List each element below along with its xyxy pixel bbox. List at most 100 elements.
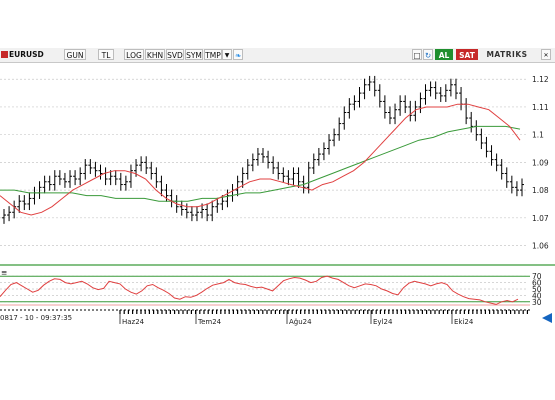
price-bar <box>514 181 519 197</box>
lock-icon[interactable]: □ <box>412 49 422 60</box>
price-bar <box>108 170 113 186</box>
price-bar <box>78 167 83 186</box>
log-button[interactable]: LOG <box>124 49 144 60</box>
currency-button[interactable]: TL <box>98 49 114 60</box>
price-bar <box>418 92 423 114</box>
price-bar <box>52 170 57 191</box>
price-bar <box>7 206 12 222</box>
date-tick-label: Eki24 <box>454 318 474 326</box>
price-bar <box>2 208 6 224</box>
price-bar <box>479 128 484 150</box>
price-bar <box>250 153 255 172</box>
date-tick-label: Eyl24 <box>373 318 393 326</box>
price-bar <box>88 159 93 175</box>
rsi-levels <box>0 275 530 303</box>
price-bar <box>499 159 504 180</box>
status-timestamp: 0817 - 10 - 09:37:35 <box>0 314 72 322</box>
price-bar <box>139 156 144 172</box>
toolbar-close-icon[interactable]: ✕ <box>541 49 551 60</box>
buy-button[interactable]: AL <box>435 49 453 60</box>
price-bar <box>311 153 316 175</box>
price-bar <box>32 186 37 205</box>
price-bar <box>22 195 27 211</box>
date-tick-label: Tem24 <box>197 318 222 326</box>
price-bar <box>387 106 392 125</box>
price-bar <box>103 167 108 186</box>
price-bar <box>154 167 159 188</box>
chart-toolbar: EURUSD GUN TL LOG KHN SVD SYM TMP ▼ ❧ □ … <box>0 48 555 63</box>
price-bar <box>352 95 357 111</box>
price-bar <box>83 159 88 180</box>
refresh-icon[interactable]: ↻ <box>423 49 433 60</box>
price-bar <box>149 161 154 180</box>
price-bar <box>184 203 189 219</box>
price-bar <box>47 175 52 191</box>
price-bar <box>240 167 245 188</box>
price-bar <box>433 81 438 100</box>
date-axis: 0817 - 10 - 09:37:35 Haz24 Tem24 Ağu24 Eyl2… <box>0 309 530 326</box>
sym-button[interactable]: SYM <box>185 49 203 60</box>
date-tick-label: Haz24 <box>122 318 145 326</box>
price-bar <box>306 161 311 194</box>
price-bar <box>408 100 413 122</box>
price-bar <box>144 156 149 175</box>
rsi-panel-label: ≡ <box>1 268 7 277</box>
price-bar <box>484 136 489 158</box>
price-bar <box>393 103 398 125</box>
fast-moving-average-line <box>0 103 521 216</box>
symbol-label[interactable]: EURUSD <box>0 49 62 60</box>
price-bar <box>159 175 164 197</box>
price-bar <box>194 206 199 222</box>
price-bar <box>357 87 362 108</box>
chart-area: 1.12 1.11 1.1 1.09 1.08 1.07 1.06 ≡ 7060504030… <box>0 75 555 326</box>
rsi-tick-label: 70 <box>532 272 542 281</box>
dropdown-icon[interactable]: ▼ <box>222 49 232 60</box>
price-tick-label: 1.11 <box>532 103 549 112</box>
rsi-gridlines <box>0 275 528 303</box>
price-tick-label: 1.08 <box>532 186 549 195</box>
price-bar <box>255 147 260 166</box>
price-bar <box>327 134 332 155</box>
svd-button[interactable]: SVD <box>166 49 184 60</box>
rsi-line <box>0 275 519 305</box>
price-bar <box>113 170 118 186</box>
price-bar <box>469 111 474 133</box>
price-bar <box>128 164 133 188</box>
price-gridlines <box>0 78 528 246</box>
rsi-tick-label: 30 <box>532 298 542 307</box>
tmp-button[interactable]: TMP <box>204 49 222 60</box>
price-bar <box>235 175 240 197</box>
scroll-right-icon[interactable] <box>542 313 552 323</box>
price-bar <box>261 147 265 163</box>
price-bar <box>271 156 276 175</box>
bird-icon[interactable]: ❧ <box>233 49 243 60</box>
price-bar <box>372 75 377 97</box>
sell-button[interactable]: SAT <box>456 49 478 60</box>
price-bar <box>62 172 67 188</box>
price-bar <box>423 84 428 105</box>
price-bar <box>474 120 479 141</box>
price-bar <box>347 98 352 119</box>
price-bar <box>377 84 382 108</box>
price-bar <box>398 95 403 116</box>
rsi-tick-label: 60 <box>532 279 542 288</box>
slow-moving-average-line <box>0 125 521 202</box>
price-bar <box>189 206 194 222</box>
price-axis: 1.12 1.11 1.1 1.09 1.08 1.07 1.06 <box>532 75 549 250</box>
price-bar <box>321 142 326 161</box>
price-bar <box>520 178 524 197</box>
price-bar <box>382 95 387 119</box>
price-bar <box>210 200 215 222</box>
price-bar <box>230 184 235 202</box>
brand-logo: MATRIKS <box>486 50 528 59</box>
symbol-text: EURUSD <box>9 50 44 59</box>
rsi-tick-label: 40 <box>532 291 542 300</box>
khn-button[interactable]: KHN <box>145 49 165 60</box>
price-bar <box>332 128 337 147</box>
price-tick-label: 1.09 <box>532 158 549 167</box>
price-bar <box>342 106 347 130</box>
price-bar <box>276 161 281 180</box>
period-button[interactable]: GUN <box>64 49 86 60</box>
price-bar <box>12 200 17 219</box>
